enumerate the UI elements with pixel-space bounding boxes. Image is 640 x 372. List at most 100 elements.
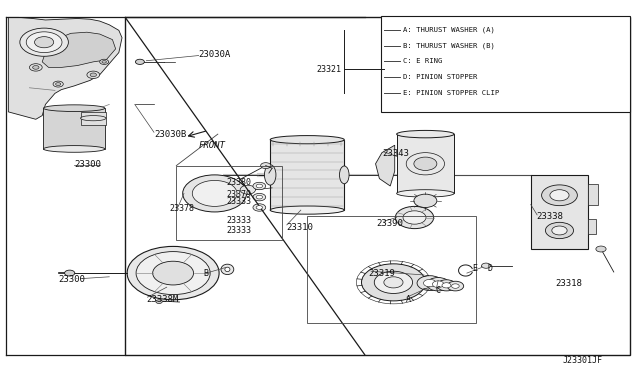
- Circle shape: [253, 182, 266, 190]
- Text: 23390: 23390: [376, 219, 403, 228]
- Circle shape: [442, 283, 451, 288]
- Text: 23333: 23333: [226, 226, 251, 235]
- Text: E: PINION STOPPER CLIP: E: PINION STOPPER CLIP: [403, 90, 499, 96]
- Text: 23321: 23321: [316, 65, 341, 74]
- Text: 23300: 23300: [74, 160, 101, 169]
- Circle shape: [102, 61, 106, 63]
- Text: 23378: 23378: [170, 204, 195, 213]
- Circle shape: [414, 157, 437, 170]
- Circle shape: [374, 271, 413, 294]
- Text: 23300: 23300: [58, 275, 85, 284]
- Text: 23030B: 23030B: [154, 129, 186, 139]
- Circle shape: [437, 280, 456, 291]
- Text: 23338: 23338: [536, 212, 563, 221]
- Circle shape: [256, 206, 262, 209]
- Text: B: THURUST WASHER (B): B: THURUST WASHER (B): [403, 42, 495, 49]
- Circle shape: [35, 37, 54, 48]
- Bar: [397, 134, 454, 193]
- Circle shape: [253, 204, 266, 211]
- Circle shape: [481, 263, 490, 268]
- Circle shape: [136, 59, 145, 64]
- Text: A: A: [406, 295, 412, 304]
- Polygon shape: [8, 17, 122, 119]
- Circle shape: [256, 195, 262, 199]
- Bar: [176, 166, 282, 240]
- Ellipse shape: [264, 165, 276, 185]
- Bar: [81, 112, 106, 125]
- Circle shape: [396, 206, 434, 229]
- Circle shape: [29, 64, 42, 71]
- Text: 23333: 23333: [226, 197, 251, 206]
- Circle shape: [384, 277, 403, 288]
- Circle shape: [424, 279, 436, 287]
- Text: 23379: 23379: [226, 190, 251, 199]
- Circle shape: [56, 83, 61, 86]
- Text: D: PINION STOPPER: D: PINION STOPPER: [403, 74, 477, 80]
- Circle shape: [127, 246, 219, 300]
- Polygon shape: [376, 145, 395, 186]
- Text: E  D: E D: [473, 264, 493, 273]
- Bar: [588, 219, 596, 234]
- Polygon shape: [42, 32, 116, 67]
- Ellipse shape: [270, 206, 344, 214]
- Circle shape: [65, 270, 75, 276]
- Bar: [270, 140, 344, 210]
- Circle shape: [33, 65, 39, 69]
- Ellipse shape: [270, 136, 344, 144]
- Circle shape: [26, 32, 62, 52]
- Text: 23333: 23333: [226, 216, 251, 225]
- Circle shape: [256, 184, 262, 188]
- Ellipse shape: [44, 145, 105, 152]
- Circle shape: [90, 73, 97, 77]
- Bar: [307, 216, 476, 323]
- Text: C: C: [435, 286, 440, 295]
- Ellipse shape: [397, 131, 454, 138]
- Circle shape: [403, 211, 426, 224]
- Circle shape: [153, 261, 193, 285]
- Bar: [125, 17, 630, 355]
- Text: B: B: [204, 269, 209, 278]
- Circle shape: [20, 28, 68, 56]
- Ellipse shape: [221, 264, 234, 275]
- Circle shape: [452, 284, 460, 288]
- Text: 23338M: 23338M: [147, 295, 179, 304]
- Bar: [381, 16, 630, 112]
- Circle shape: [414, 194, 437, 208]
- Circle shape: [545, 222, 573, 238]
- Text: C: E RING: C: E RING: [403, 58, 442, 64]
- Text: 23380: 23380: [226, 178, 251, 187]
- Text: 23343: 23343: [383, 149, 410, 158]
- Circle shape: [182, 175, 246, 212]
- Text: 23030A: 23030A: [198, 50, 231, 59]
- Circle shape: [541, 185, 577, 206]
- Circle shape: [87, 71, 100, 78]
- Circle shape: [552, 226, 567, 235]
- Text: 23318: 23318: [555, 279, 582, 288]
- Circle shape: [100, 59, 109, 64]
- Circle shape: [447, 281, 464, 291]
- Circle shape: [192, 180, 237, 206]
- Text: A: THURUST WASHER (A): A: THURUST WASHER (A): [403, 26, 495, 33]
- Circle shape: [550, 190, 569, 201]
- Circle shape: [433, 281, 444, 288]
- Ellipse shape: [81, 116, 106, 121]
- Text: FRONT: FRONT: [198, 141, 225, 150]
- Circle shape: [362, 264, 426, 301]
- Text: 23310: 23310: [287, 223, 314, 232]
- Circle shape: [427, 278, 450, 291]
- Circle shape: [156, 300, 163, 304]
- Ellipse shape: [397, 190, 454, 197]
- Circle shape: [253, 193, 266, 201]
- Text: J23301JF: J23301JF: [563, 356, 603, 365]
- Circle shape: [240, 185, 255, 194]
- Ellipse shape: [339, 166, 349, 184]
- Circle shape: [260, 163, 271, 169]
- Bar: [44, 108, 105, 149]
- Circle shape: [136, 251, 210, 295]
- Bar: [588, 184, 598, 205]
- Circle shape: [596, 246, 606, 252]
- Circle shape: [417, 276, 443, 291]
- Ellipse shape: [44, 105, 105, 112]
- Bar: [531, 175, 588, 249]
- Ellipse shape: [225, 267, 230, 272]
